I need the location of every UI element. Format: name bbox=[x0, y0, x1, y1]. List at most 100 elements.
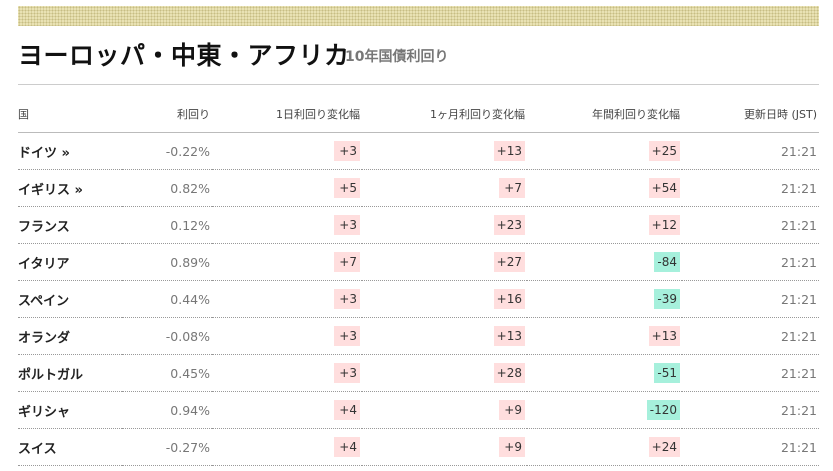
year-change-cell: +54 bbox=[527, 169, 682, 207]
country-cell: ギリシャ bbox=[18, 391, 122, 429]
updated-time-cell: 21:21 bbox=[682, 317, 819, 355]
year-change-cell: +25 bbox=[527, 132, 682, 170]
updated-time-cell: 21:21 bbox=[682, 354, 819, 392]
month-change-cell: +13 bbox=[362, 317, 527, 355]
decorative-top-band bbox=[18, 6, 819, 26]
month-change-cell: +7 bbox=[362, 169, 527, 207]
table-row: ギリシャ 0.94% +4 +9 -120 21:21 bbox=[18, 391, 819, 429]
updated-time-cell: 21:21 bbox=[682, 428, 819, 466]
change-badge: +13 bbox=[493, 326, 525, 346]
yield-cell: 0.12% bbox=[122, 206, 212, 244]
country-cell: ドイツ » bbox=[18, 132, 122, 170]
day-change-cell: +3 bbox=[212, 132, 362, 170]
country-link[interactable]: イギリス » bbox=[18, 182, 83, 198]
change-badge: +7 bbox=[499, 178, 525, 198]
table-row: ポルトガル 0.45% +3 +28 -51 21:21 bbox=[18, 354, 819, 392]
change-badge: +12 bbox=[648, 215, 680, 235]
year-change-cell: -120 bbox=[527, 391, 682, 429]
country-name: フランス bbox=[18, 219, 70, 235]
updated-time-cell: 21:21 bbox=[682, 280, 819, 318]
country-name: ポルトガル bbox=[18, 367, 84, 383]
country-name: スペイン bbox=[18, 293, 70, 309]
country-name: オランダ bbox=[18, 330, 71, 346]
country-cell: スペイン bbox=[18, 280, 122, 318]
day-change-cell: +4 bbox=[212, 428, 362, 466]
change-badge: -51 bbox=[654, 363, 680, 383]
yield-cell: -0.08% bbox=[122, 317, 212, 355]
month-change-cell: +28 bbox=[362, 354, 527, 392]
year-change-cell: +24 bbox=[527, 428, 682, 466]
change-badge: +3 bbox=[334, 141, 360, 161]
page-subtitle: 10年国債利回り bbox=[345, 49, 449, 65]
column-header-month-change: 1ヶ月利回り変化幅 bbox=[362, 95, 527, 133]
bond-yield-table: 国 利回り 1日利回り変化幅 1ヶ月利回り変化幅 年間利回り変化幅 更新日時 (… bbox=[18, 95, 819, 466]
day-change-cell: +4 bbox=[212, 391, 362, 429]
change-badge: +3 bbox=[334, 289, 360, 309]
country-cell: フランス bbox=[18, 206, 122, 244]
yield-cell: 0.89% bbox=[122, 243, 212, 281]
year-change-cell: +12 bbox=[527, 206, 682, 244]
yield-cell: 0.82% bbox=[122, 169, 212, 207]
country-cell: ポルトガル bbox=[18, 354, 122, 392]
table-row: スペイン 0.44% +3 +16 -39 21:21 bbox=[18, 280, 819, 318]
table-header-row: 国 利回り 1日利回り変化幅 1ヶ月利回り変化幅 年間利回り変化幅 更新日時 (… bbox=[18, 95, 819, 133]
column-header-year-change: 年間利回り変化幅 bbox=[527, 95, 682, 133]
column-header-day-change: 1日利回り変化幅 bbox=[212, 95, 362, 133]
updated-time-cell: 21:21 bbox=[682, 391, 819, 429]
change-badge: +5 bbox=[334, 178, 360, 198]
change-badge: +24 bbox=[648, 437, 680, 457]
change-badge: +23 bbox=[493, 215, 525, 235]
change-badge: +9 bbox=[499, 400, 525, 420]
change-badge: +25 bbox=[648, 141, 680, 161]
month-change-cell: +16 bbox=[362, 280, 527, 318]
yield-cell: 0.44% bbox=[122, 280, 212, 318]
table-row: イタリア 0.89% +7 +27 -84 21:21 bbox=[18, 243, 819, 281]
column-header-updated-time: 更新日時 (JST) bbox=[682, 95, 819, 133]
year-change-cell: -39 bbox=[527, 280, 682, 318]
month-change-cell: +9 bbox=[362, 391, 527, 429]
table-row: ドイツ » -0.22% +3 +13 +25 21:21 bbox=[18, 132, 819, 170]
country-link[interactable]: ドイツ » bbox=[18, 145, 70, 161]
month-change-cell: +13 bbox=[362, 132, 527, 170]
updated-time-cell: 21:21 bbox=[682, 169, 819, 207]
country-cell: オランダ bbox=[18, 317, 122, 355]
change-badge: +4 bbox=[334, 437, 360, 457]
change-badge: +7 bbox=[334, 252, 360, 272]
day-change-cell: +3 bbox=[212, 354, 362, 392]
year-change-cell: -84 bbox=[527, 243, 682, 281]
updated-time-cell: 21:21 bbox=[682, 132, 819, 170]
day-change-cell: +3 bbox=[212, 317, 362, 355]
change-badge: +3 bbox=[334, 326, 360, 346]
day-change-cell: +5 bbox=[212, 169, 362, 207]
month-change-cell: +27 bbox=[362, 243, 527, 281]
country-cell: スイス bbox=[18, 428, 122, 466]
change-badge: +3 bbox=[334, 363, 360, 383]
change-badge: +13 bbox=[493, 141, 525, 161]
change-badge: +9 bbox=[499, 437, 525, 457]
change-badge: +54 bbox=[648, 178, 680, 198]
table-row: イギリス » 0.82% +5 +7 +54 21:21 bbox=[18, 169, 819, 207]
day-change-cell: +3 bbox=[212, 280, 362, 318]
section-header: ヨーロッパ・中東・アフリカ 10年国債利回り bbox=[18, 36, 819, 85]
country-cell: イタリア bbox=[18, 243, 122, 281]
table-row: オランダ -0.08% +3 +13 +13 21:21 bbox=[18, 317, 819, 355]
updated-time-cell: 21:21 bbox=[682, 206, 819, 244]
change-badge: +4 bbox=[334, 400, 360, 420]
change-badge: +16 bbox=[493, 289, 525, 309]
change-badge: +13 bbox=[648, 326, 680, 346]
country-name: イタリア bbox=[18, 256, 70, 272]
day-change-cell: +3 bbox=[212, 206, 362, 244]
day-change-cell: +7 bbox=[212, 243, 362, 281]
column-header-yield: 利回り bbox=[122, 95, 212, 133]
change-badge: -39 bbox=[654, 289, 680, 309]
yield-cell: -0.27% bbox=[122, 428, 212, 466]
yield-cell: -0.22% bbox=[122, 132, 212, 170]
change-badge: +27 bbox=[493, 252, 525, 272]
year-change-cell: -51 bbox=[527, 354, 682, 392]
table-row: スイス -0.27% +4 +9 +24 21:21 bbox=[18, 428, 819, 466]
column-header-country: 国 bbox=[18, 95, 122, 133]
month-change-cell: +23 bbox=[362, 206, 527, 244]
change-badge: -84 bbox=[654, 252, 680, 272]
page-title: ヨーロッパ・中東・アフリカ bbox=[18, 41, 350, 70]
country-name: ギリシャ bbox=[18, 404, 71, 420]
